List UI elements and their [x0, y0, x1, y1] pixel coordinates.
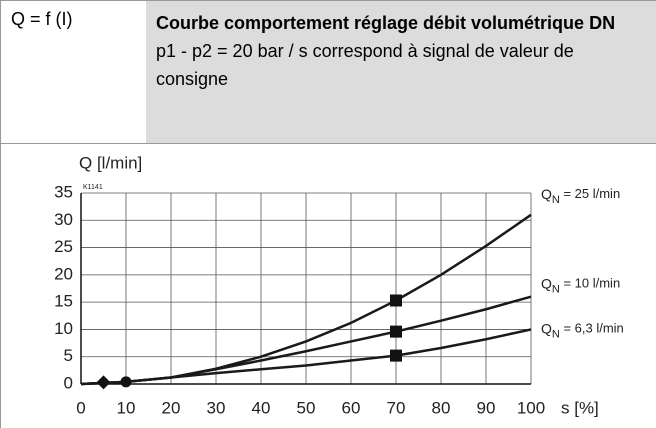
legend-label: QN = 25 l/min [541, 186, 620, 206]
x-tick-label: 60 [342, 398, 361, 417]
y-tick-label: 0 [64, 373, 73, 392]
annotation: K1141 [83, 184, 103, 191]
legend-rest: = 6,3 l/min [560, 321, 624, 336]
marker [390, 349, 402, 362]
legend-base: Q [541, 186, 552, 202]
x-tick-label: 80 [432, 398, 451, 417]
curve [80, 328, 532, 386]
marker [390, 325, 402, 338]
header-title: Courbe comportement réglage débit volumé… [156, 13, 616, 33]
legend-sub: N [552, 194, 560, 206]
y-tick-label: 20 [54, 264, 73, 283]
x-tick-label: 20 [162, 398, 181, 417]
header-subtitle: p1 - p2 = 20 bar / s correspond à signal… [156, 41, 574, 89]
chart: Q [l/min] K1141 s [%] 0 5 10 15 20 25 30 35 0 10 2… [54, 153, 624, 417]
legend-label: QN = 6,3 l/min [541, 320, 624, 340]
y-tick-label: 25 [54, 237, 73, 256]
legend-rest: = 10 l/min [560, 276, 620, 291]
marker [96, 375, 111, 390]
marker [120, 376, 132, 388]
x-tick-label: 50 [297, 398, 316, 417]
y-tick-label: 35 [54, 182, 73, 201]
header-left: Q = f (I) [1, 1, 146, 143]
marker [390, 294, 402, 307]
x-tick-label: 30 [207, 398, 226, 417]
x-tick-label: 0 [76, 398, 85, 417]
legend-sub: N [552, 284, 560, 296]
y-tick-label: 5 [64, 346, 73, 365]
x-tick-label: 90 [477, 398, 496, 417]
y-tick-label: 10 [54, 319, 73, 338]
x-tick-label: 100 [517, 398, 545, 417]
legend-base: Q [541, 275, 552, 291]
legend-sub: N [552, 328, 560, 340]
y-tick-label: 15 [54, 292, 73, 311]
header: Q = f (I) Courbe comportement réglage dé… [1, 1, 656, 144]
x-axis-label: s [%] [561, 398, 599, 417]
y-axis-label: Q [l/min] [79, 153, 142, 172]
x-tick-label: 70 [387, 398, 406, 417]
legend-rest: = 25 l/min [560, 186, 620, 201]
header-right: Courbe comportement réglage débit volumé… [146, 1, 656, 143]
x-tick-label: 40 [252, 398, 271, 417]
y-tick-label: 30 [54, 210, 73, 229]
legend-base: Q [541, 320, 552, 336]
x-tick-label: 10 [117, 398, 136, 417]
legend-label: QN = 10 l/min [541, 275, 620, 295]
